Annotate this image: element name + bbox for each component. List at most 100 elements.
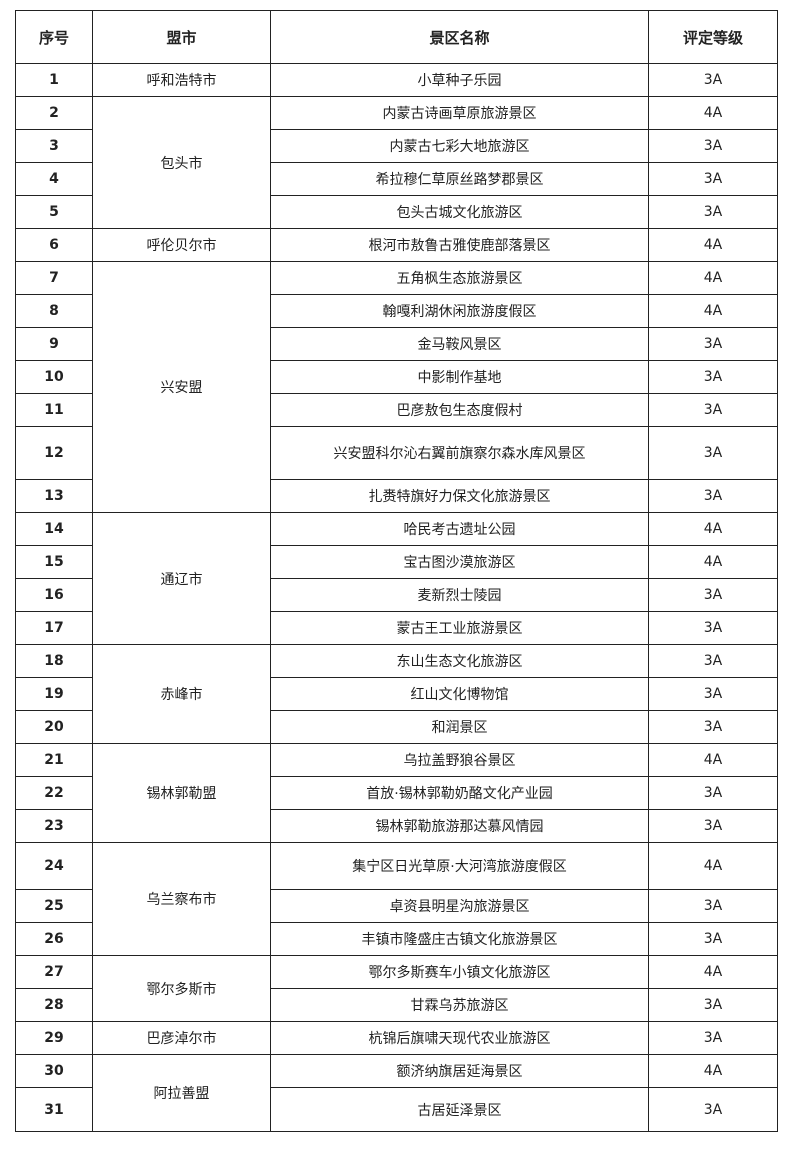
row-number: 21	[15, 743, 93, 777]
city-cell: 巴彦淖尔市	[92, 1021, 271, 1055]
table-row: 24 乌兰察布市 集宁区日光草原·大河湾旅游度假区 4A	[15, 842, 778, 956]
grade-cell: 4A	[648, 294, 778, 328]
row-number: 27	[15, 955, 93, 989]
grade-cell: 4A	[648, 228, 778, 262]
row-number: 16	[15, 578, 93, 612]
scenic-name-cell: 扎赉特旗好力保文化旅游景区	[270, 479, 649, 513]
grade-cell: 3A	[648, 426, 778, 480]
scenic-name-cell: 和润景区	[270, 710, 649, 744]
scenic-name-cell: 小草种子乐园	[270, 63, 649, 97]
table-row: 2 包头市 内蒙古诗画草原旅游景区 4A	[15, 96, 778, 229]
scenic-name-cell: 鄂尔多斯赛车小镇文化旅游区	[270, 955, 649, 989]
row-number: 23	[15, 809, 93, 843]
scenic-name-cell: 杭锦后旗啸天现代农业旅游区	[270, 1021, 649, 1055]
grade-cell: 3A	[648, 195, 778, 229]
table-row: 22 首放·锡林郭勒奶酪文化产业园 3A	[15, 776, 778, 810]
row-number: 3	[15, 129, 93, 163]
grade-cell: 3A	[648, 578, 778, 612]
grade-cell: 3A	[648, 360, 778, 394]
table-row: 15 宝古图沙漠旅游区 4A	[15, 545, 778, 579]
city-cell: 呼和浩特市	[92, 63, 271, 97]
scenic-name-cell: 内蒙古七彩大地旅游区	[270, 129, 649, 163]
scenic-name-cell: 额济纳旗居延海景区	[270, 1054, 649, 1088]
row-number: 20	[15, 710, 93, 744]
scenic-name-cell: 希拉穆仁草原丝路梦郡景区	[270, 162, 649, 196]
scenic-name-cell: 巴彦敖包生态度假村	[270, 393, 649, 427]
scenic-name-cell: 甘霖乌苏旅游区	[270, 988, 649, 1022]
grade-cell: 3A	[648, 1021, 778, 1055]
table-row: 30 阿拉善盟 额济纳旗居延海景区 4A	[15, 1054, 778, 1132]
scenic-name-cell: 哈民考古遗址公园	[270, 512, 649, 546]
scenic-name-cell: 古居延泽景区	[270, 1087, 649, 1132]
scenic-name-cell: 中影制作基地	[270, 360, 649, 394]
grade-cell: 3A	[648, 710, 778, 744]
city-cell: 通辽市	[92, 512, 271, 645]
grade-cell: 4A	[648, 96, 778, 130]
table-row: 10 中影制作基地 3A	[15, 360, 778, 394]
scenic-name-cell: 集宁区日光草原·大河湾旅游度假区	[270, 842, 649, 890]
header-city: 盟市	[92, 10, 271, 64]
scenic-name-cell: 翰嘎利湖休闲旅游度假区	[270, 294, 649, 328]
row-number: 22	[15, 776, 93, 810]
city-cell: 包头市	[92, 96, 271, 229]
row-number: 29	[15, 1021, 93, 1055]
row-number: 11	[15, 393, 93, 427]
row-number: 9	[15, 327, 93, 361]
table-row: 27 鄂尔多斯市 鄂尔多斯赛车小镇文化旅游区 4A	[15, 955, 778, 1022]
scenic-name-cell: 丰镇市隆盛庄古镇文化旅游景区	[270, 922, 649, 956]
scenic-name-cell: 锡林郭勒旅游那达慕风情园	[270, 809, 649, 843]
city-cell: 锡林郭勒盟	[92, 743, 271, 843]
header-row: 序号 盟市 景区名称 评定等级	[15, 10, 778, 64]
scenic-name-cell: 五角枫生态旅游景区	[270, 261, 649, 295]
scenic-name-cell: 蒙古王工业旅游景区	[270, 611, 649, 645]
table-row: 29 巴彦淖尔市 杭锦后旗啸天现代农业旅游区 3A	[15, 1021, 778, 1055]
table-row: 25 卓资县明星沟旅游景区 3A	[15, 889, 778, 923]
scenic-name-cell: 红山文化博物馆	[270, 677, 649, 711]
table-row: 9 金马鞍风景区 3A	[15, 327, 778, 361]
row-number: 2	[15, 96, 93, 130]
grade-cell: 3A	[648, 644, 778, 678]
table-row: 31 古居延泽景区 3A	[15, 1087, 778, 1132]
table-row: 26 丰镇市隆盛庄古镇文化旅游景区 3A	[15, 922, 778, 956]
scenic-name-cell: 卓资县明星沟旅游景区	[270, 889, 649, 923]
table-row: 4 希拉穆仁草原丝路梦郡景区 3A	[15, 162, 778, 196]
row-number: 5	[15, 195, 93, 229]
grade-cell: 3A	[648, 479, 778, 513]
scenic-name-cell: 金马鞍风景区	[270, 327, 649, 361]
scenic-name-cell: 麦新烈士陵园	[270, 578, 649, 612]
row-number: 19	[15, 677, 93, 711]
scenic-name-cell: 宝古图沙漠旅游区	[270, 545, 649, 579]
grade-cell: 4A	[648, 545, 778, 579]
row-number: 26	[15, 922, 93, 956]
grade-cell: 4A	[648, 512, 778, 546]
grade-cell: 3A	[648, 677, 778, 711]
scenic-name-cell: 东山生态文化旅游区	[270, 644, 649, 678]
grade-cell: 4A	[648, 743, 778, 777]
row-number: 4	[15, 162, 93, 196]
table-row: 12 兴安盟科尔沁右翼前旗察尔森水库风景区 3A	[15, 426, 778, 480]
row-number: 15	[15, 545, 93, 579]
city-cell: 乌兰察布市	[92, 842, 271, 956]
grade-cell: 3A	[648, 889, 778, 923]
table-row: 7 兴安盟 五角枫生态旅游景区 4A	[15, 261, 778, 513]
scenic-name-cell: 兴安盟科尔沁右翼前旗察尔森水库风景区	[270, 426, 649, 480]
row-number: 31	[15, 1087, 93, 1132]
grade-cell: 3A	[648, 922, 778, 956]
grade-cell: 3A	[648, 611, 778, 645]
table-row: 16 麦新烈士陵园 3A	[15, 578, 778, 612]
grade-cell: 3A	[648, 327, 778, 361]
header-grade: 评定等级	[648, 10, 778, 64]
table-row: 8 翰嘎利湖休闲旅游度假区 4A	[15, 294, 778, 328]
table-row: 23 锡林郭勒旅游那达慕风情园 3A	[15, 809, 778, 843]
header-scenic-name: 景区名称	[270, 10, 649, 64]
row-number: 28	[15, 988, 93, 1022]
row-number: 24	[15, 842, 93, 890]
scenic-name-cell: 内蒙古诗画草原旅游景区	[270, 96, 649, 130]
city-cell: 呼伦贝尔市	[92, 228, 271, 262]
scenic-name-cell: 乌拉盖野狼谷景区	[270, 743, 649, 777]
grade-cell: 3A	[648, 393, 778, 427]
scenic-name-cell: 根河市敖鲁古雅使鹿部落景区	[270, 228, 649, 262]
grade-cell: 3A	[648, 776, 778, 810]
header-number: 序号	[15, 10, 93, 64]
scenic-name-cell: 包头古城文化旅游区	[270, 195, 649, 229]
